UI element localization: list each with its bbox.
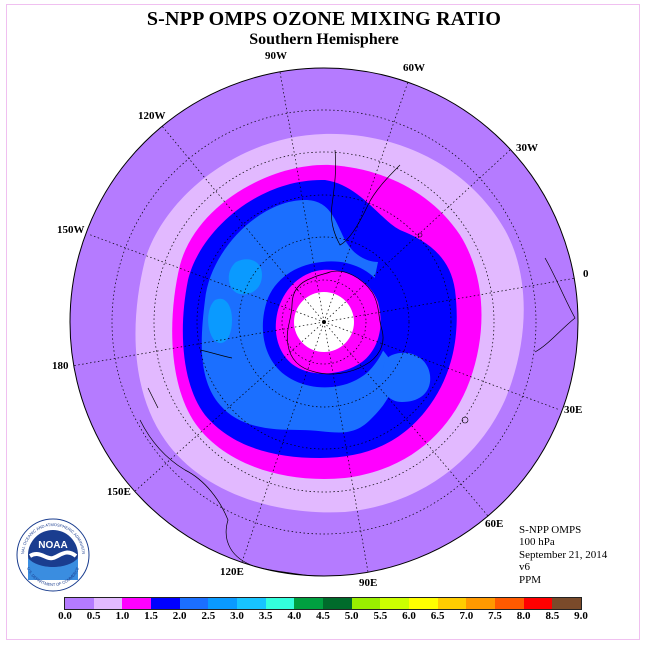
new-zealand-coastline: [147, 349, 233, 409]
map-outline: [69, 67, 579, 577]
lon-label-60e: 60E: [485, 518, 504, 530]
lon-label-60w: 60W: [403, 62, 425, 74]
lon-label-150w: 150W: [57, 224, 85, 236]
colorbar-tick-label: 8.5: [545, 610, 560, 622]
colorbar-swatch-1: [93, 598, 123, 609]
lon-label-120e: 120E: [220, 566, 244, 578]
colorbar-swatch-4: [179, 598, 209, 609]
colorbar-swatch-17: [552, 598, 581, 609]
lon-label-180: 180: [52, 360, 69, 372]
colorbar-swatch-3: [150, 598, 180, 609]
australia-coastline: [139, 419, 326, 576]
colorbar-tick-label: 4.5: [316, 610, 330, 622]
lon-label-30e: 30E: [564, 404, 583, 416]
lon-label-90e: 90E: [359, 577, 378, 589]
info-block: S-NPP OMPS 100 hPa September 21, 2014 v6…: [519, 524, 607, 586]
graticule: [71, 71, 577, 573]
colorbar-tick-label: 6.5: [430, 610, 445, 622]
colorbar-tick-label: 2.0: [172, 610, 187, 622]
lon-label-150e: 150E: [107, 486, 131, 498]
colorbar-swatch-9: [322, 598, 352, 609]
colorbar-tick-label: 3.5: [258, 610, 273, 622]
colorbar-swatch-5: [208, 598, 237, 609]
contour-band-east-lobe: [381, 352, 431, 402]
lon-label-90w: 90W: [265, 50, 287, 62]
africa-coastline: [534, 257, 576, 353]
colorbar-tick-label: 0.5: [86, 610, 101, 622]
noaa-logo: NOAA NATIONAL OCEANIC AND ATMOSPHERIC AD…: [16, 518, 90, 592]
colorbar-tick-label: 7.5: [488, 610, 502, 622]
lon-label-120w: 120W: [138, 110, 166, 122]
colorbar-swatch-10: [351, 598, 381, 609]
info-instrument: S-NPP OMPS: [519, 524, 582, 536]
lon-label-0: 0: [583, 268, 589, 280]
antarctica-coastline: [286, 270, 384, 375]
colorbar-swatch-0: [65, 598, 94, 609]
info-units: PPM: [519, 573, 542, 586]
colorbar-tick-label: 1.0: [115, 610, 130, 622]
colorbar-tick-label: 8.0: [516, 610, 531, 622]
colorbar-swatch-8: [294, 598, 323, 609]
colorbar-tick-label: 4.0: [287, 610, 302, 622]
colorbar-swatch-12: [408, 598, 438, 609]
info-date: September 21, 2014: [519, 548, 608, 561]
colorbar: [64, 597, 582, 610]
colorbar-tick-label: 0.0: [58, 610, 72, 622]
colorbar-tick-label: 5.0: [344, 610, 359, 622]
colorbar-tick-label: 6.0: [402, 610, 416, 622]
page-title: S-NPP OMPS OZONE MIXING RATIO: [146, 8, 502, 30]
info-version: v6: [519, 561, 530, 574]
colorbar-swatch-7: [265, 598, 295, 609]
colorbar-swatch-2: [122, 598, 151, 609]
contour-band-2.5-3.0: [228, 259, 262, 295]
colorbar-swatch-11: [380, 598, 409, 609]
info-level: 100 hPa: [519, 536, 555, 549]
lon-label-30w: 30W: [516, 142, 538, 154]
south-america-coastline: [331, 149, 401, 246]
colorbar-swatch-15: [494, 598, 524, 609]
colorbar-tick-label: 7.0: [459, 610, 474, 622]
colorbar-tick-label: 1.5: [144, 610, 158, 622]
noaa-logo-text: NOAA: [38, 540, 67, 551]
colorbar-swatch-16: [523, 598, 553, 609]
colorbar-tick-label: 5.5: [373, 610, 388, 622]
figure-border: [6, 4, 640, 640]
colorbar-swatch-14: [466, 598, 495, 609]
south-pole-marker: [322, 320, 326, 324]
page-subtitle: Southern Hemisphere: [249, 31, 399, 48]
colorbar-tick-label: 9.0: [574, 610, 588, 622]
colorbar-swatch-6: [236, 598, 266, 609]
colorbar-swatch-13: [437, 598, 467, 609]
colorbar-tick-label: 2.5: [201, 610, 216, 622]
colorbar-tick-label: 3.0: [230, 610, 244, 622]
contour-band-2.5-3.0-b: [208, 298, 232, 344]
